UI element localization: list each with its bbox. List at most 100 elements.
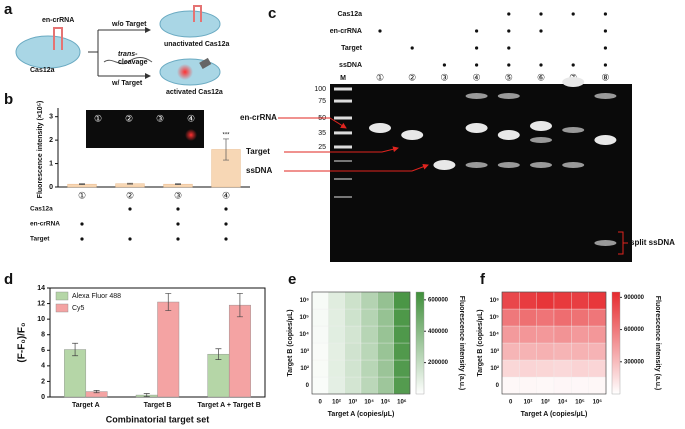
y-tick-label: 10 bbox=[37, 316, 45, 323]
y-tick-label: 0 bbox=[41, 394, 45, 401]
presence-dot bbox=[475, 46, 479, 50]
y-tick-label: 12 bbox=[37, 300, 45, 307]
y-tick-label: 4 bbox=[41, 363, 45, 370]
y-tick-label: 10⁶ bbox=[300, 298, 310, 304]
presence-dot bbox=[128, 207, 132, 211]
y-axis-label: Fluorescence intensity (×10⁵) bbox=[37, 101, 44, 199]
x-tick-label: Target A bbox=[72, 402, 100, 409]
heat-cell bbox=[328, 308, 345, 327]
marker-band bbox=[334, 160, 352, 162]
legend-label: Alexa Fluor 488 bbox=[72, 293, 121, 300]
heat-cell bbox=[377, 308, 394, 327]
error-bar bbox=[72, 342, 79, 357]
crrna-shape bbox=[193, 5, 202, 22]
presence-dot bbox=[603, 29, 608, 33]
presence-dot bbox=[475, 29, 479, 33]
error-bar bbox=[93, 390, 100, 394]
gel-band bbox=[530, 121, 552, 131]
colorbar bbox=[415, 291, 425, 395]
y-tick-label: 10⁵ bbox=[300, 315, 310, 321]
lane-label: ③ bbox=[440, 72, 448, 82]
y-axis-label: Target B (copies/μL) bbox=[477, 309, 484, 376]
colorbar-tick-label: 900000 bbox=[624, 295, 645, 301]
presence-dot bbox=[128, 237, 132, 241]
target-strand bbox=[103, 57, 153, 65]
colorbar-tick-label: 400000 bbox=[428, 329, 449, 335]
heat-cell bbox=[328, 376, 345, 395]
marker-band bbox=[334, 99, 352, 103]
presence-dot bbox=[176, 207, 180, 211]
row-label: en-crRNA bbox=[330, 28, 362, 35]
error-bar bbox=[79, 183, 85, 186]
heat-cell bbox=[501, 376, 520, 395]
heat-cell bbox=[553, 308, 572, 327]
y-tick-label: 1 bbox=[49, 160, 53, 167]
legend-swatch bbox=[55, 291, 69, 301]
y-axis-label: Target B (copies/μL) bbox=[287, 309, 294, 376]
presence-dot bbox=[442, 63, 446, 67]
heat-cell bbox=[519, 376, 537, 395]
presence-dot bbox=[475, 63, 479, 67]
x-tick-label: 10⁶ bbox=[397, 400, 407, 406]
error-bar bbox=[215, 348, 222, 360]
category-label: ④ bbox=[222, 190, 230, 200]
heat-cell bbox=[328, 359, 345, 378]
marker-size-label: 75 bbox=[318, 98, 326, 105]
x-axis-label: Combinatorial target set bbox=[106, 414, 210, 424]
heat-cell bbox=[360, 291, 378, 310]
gel-band bbox=[562, 77, 585, 87]
heat-cell bbox=[393, 376, 411, 395]
heat-cell bbox=[501, 342, 520, 361]
heat-cell bbox=[519, 291, 537, 310]
colorbar-tick-label: 600000 bbox=[428, 297, 449, 303]
inset-label: ① bbox=[94, 113, 102, 123]
colorbar-label: Fluorescence intensity (a.u.) bbox=[458, 296, 465, 391]
plot-frame bbox=[501, 291, 607, 395]
heat-cell bbox=[571, 342, 589, 361]
condition-label: en-crRNA bbox=[30, 221, 60, 228]
marker-band bbox=[334, 116, 352, 120]
gel-band bbox=[465, 123, 488, 133]
y-axis-label: (F-F₀)/F₀ bbox=[17, 322, 28, 362]
heat-cell bbox=[377, 359, 394, 378]
presence-dot bbox=[507, 29, 511, 33]
heat-cell bbox=[393, 359, 411, 378]
heat-cell bbox=[311, 342, 329, 361]
heat-cell bbox=[588, 376, 607, 395]
heat-cell bbox=[588, 291, 607, 310]
label: cleavage bbox=[118, 59, 148, 66]
heat-cell bbox=[501, 325, 520, 344]
row-label: Target bbox=[341, 45, 363, 52]
y-tick-label: 10⁶ bbox=[490, 298, 500, 304]
band-label: Target bbox=[246, 147, 270, 156]
y-tick-label: 10³ bbox=[490, 348, 499, 355]
presence-dot bbox=[224, 222, 228, 226]
gel-band bbox=[594, 93, 617, 99]
gel bbox=[330, 84, 632, 262]
presence-dot bbox=[176, 222, 180, 226]
panel-letter: f bbox=[480, 271, 486, 288]
heat-cell bbox=[344, 342, 362, 361]
gel-band bbox=[497, 162, 520, 168]
x-tick-label: 10⁴ bbox=[364, 400, 374, 406]
cas12a-shape bbox=[159, 10, 221, 38]
panel-letter: d bbox=[4, 271, 13, 288]
lane-label: ② bbox=[408, 72, 416, 82]
y-tick-label: 2 bbox=[49, 137, 53, 144]
heat-cell bbox=[588, 308, 607, 327]
legend-swatch bbox=[55, 303, 69, 313]
y-tick-label: 8 bbox=[41, 332, 45, 339]
heat-cell bbox=[536, 359, 555, 378]
error-bar bbox=[175, 183, 181, 186]
x-tick-label: Target A + Target B bbox=[198, 402, 261, 409]
heat-cell bbox=[588, 359, 607, 378]
heat-cell bbox=[344, 308, 362, 327]
panel-a: a en-crRNA Cas12a w/o Target w/ Target t… bbox=[4, 1, 229, 96]
band-label: ssDNA bbox=[246, 166, 272, 175]
x-axis-label: Target A (copies/μL) bbox=[521, 411, 588, 418]
heat-cell bbox=[571, 325, 589, 344]
heat-cell bbox=[360, 342, 378, 361]
band-arrow bbox=[278, 117, 347, 129]
heat-cell bbox=[553, 325, 572, 344]
presence-dot bbox=[224, 207, 228, 211]
